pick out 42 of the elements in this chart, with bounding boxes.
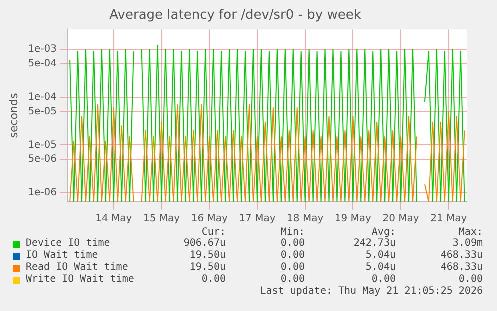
text: Avg: <box>372 227 396 238</box>
text: 468.33u <box>440 262 483 274</box>
text: 242.73u <box>354 238 396 250</box>
legend-label: Write IO Wait time <box>26 274 134 286</box>
x-tick-label: 17 May <box>239 214 276 225</box>
text: 906.67u <box>184 238 226 250</box>
x-tick-label: 14 May <box>96 214 132 225</box>
chart-title: Average latency for /dev/sr0 - by week <box>110 8 362 24</box>
text: 0.00 <box>458 274 483 286</box>
text: 0.00 <box>372 274 396 286</box>
text: 468.33u <box>440 250 483 262</box>
text: 0.00 <box>280 238 305 250</box>
text: 19.50u <box>190 250 226 262</box>
y-axis-title: seconds <box>7 93 20 138</box>
text: 0.00 <box>280 274 305 286</box>
y-tick-label: 1e-06 <box>28 188 58 199</box>
text: Min: <box>280 227 305 238</box>
y-tick-label: 5e-06 <box>28 154 58 166</box>
x-tick-label: 15 May <box>143 214 180 225</box>
text: 3.09m <box>452 238 483 250</box>
x-tick-label: 18 May <box>287 214 324 225</box>
text: 5.04u <box>366 262 396 274</box>
text: Last update: Thu May 21 21:05:25 2026 <box>260 286 483 298</box>
legend-label: Read IO Wait time <box>26 262 128 274</box>
y-tick-label: 1e-04 <box>28 92 58 103</box>
y-tick-label: 1e-05 <box>28 140 58 151</box>
x-tick-label: 21 May <box>430 214 468 225</box>
y-tick-label: 5e-05 <box>28 106 58 118</box>
y-tick-label: 5e-04 <box>28 58 58 70</box>
text: 0.00 <box>202 274 226 286</box>
text: 19.50u <box>190 262 226 274</box>
x-tick-label: 19 May <box>334 214 372 225</box>
text: 5.04u <box>366 250 396 262</box>
legend-label: IO Wait time <box>26 250 98 262</box>
text: 0.00 <box>280 250 305 262</box>
text: Cur: <box>202 227 226 238</box>
text: Max: <box>458 227 483 238</box>
legend-label: Device IO time <box>26 238 110 250</box>
x-tick-label: 16 May <box>191 214 228 225</box>
text: 0.00 <box>280 262 305 274</box>
y-tick-label: 1e-03 <box>28 44 58 56</box>
x-tick-label: 20 May <box>382 214 420 225</box>
